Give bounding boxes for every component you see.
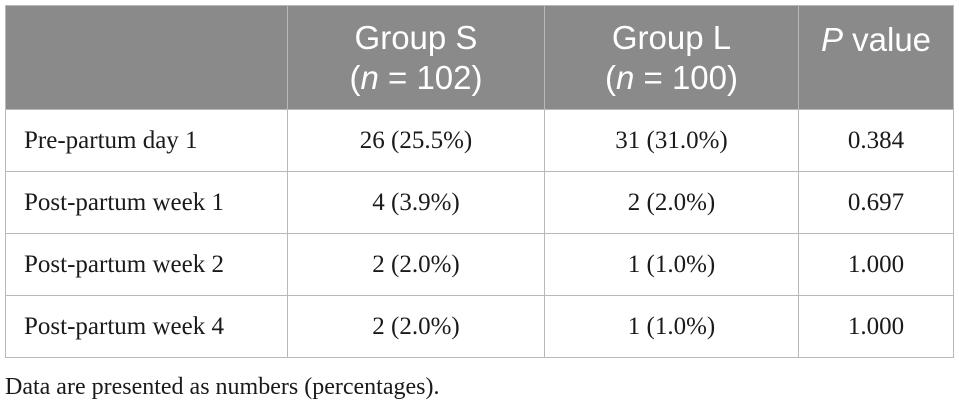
table-row: Pre-partum day 1 26 (25.5%) 31 (31.0%) 0… <box>5 109 954 172</box>
row-label: Pre-partum day 1 <box>5 109 288 172</box>
row-label: Post-partum week 1 <box>5 171 288 234</box>
header-group-l: Group L (n = 100) <box>544 5 799 110</box>
row-label: Post-partum week 4 <box>5 295 288 358</box>
header-group-s: Group S (n = 102) <box>287 5 545 110</box>
p-value: 0.384 <box>798 109 954 172</box>
group-s-value: 2 (2.0%) <box>287 295 545 358</box>
group-l-value: 31 (31.0%) <box>544 109 799 172</box>
group-l-value: 1 (1.0%) <box>544 233 799 296</box>
header-empty-cell <box>5 5 288 110</box>
row-label: Post-partum week 2 <box>5 233 288 296</box>
header-p-value: P value <box>798 5 954 110</box>
results-table: Group S (n = 102) Group L (n = 100) P va… <box>5 5 954 358</box>
group-s-n: (n = 102) <box>349 58 483 96</box>
group-s-value: 26 (25.5%) <box>287 109 545 172</box>
p-value-var: P <box>820 21 843 58</box>
table-header: Group S (n = 102) Group L (n = 100) P va… <box>5 5 954 110</box>
group-s-name: Group S <box>354 18 478 56</box>
p-value: 1.000 <box>798 295 954 358</box>
table-footnote: Data are presented as numbers (percentag… <box>5 374 440 400</box>
results-table-container: Group S (n = 102) Group L (n = 100) P va… <box>5 5 954 358</box>
group-l-value: 1 (1.0%) <box>544 295 799 358</box>
table-row: Post-partum week 2 2 (2.0%) 1 (1.0%) 1.0… <box>5 233 954 296</box>
group-l-value: 2 (2.0%) <box>544 171 799 234</box>
p-value: 0.697 <box>798 171 954 234</box>
p-value: 1.000 <box>798 233 954 296</box>
table-row: Post-partum week 4 2 (2.0%) 1 (1.0%) 1.0… <box>5 295 954 358</box>
group-s-value: 2 (2.0%) <box>287 233 545 296</box>
table-body: Pre-partum day 1 26 (25.5%) 31 (31.0%) 0… <box>5 109 954 358</box>
group-l-name: Group L <box>611 18 732 56</box>
group-s-value: 4 (3.9%) <box>287 171 545 234</box>
group-l-n: (n = 100) <box>604 58 739 96</box>
p-value-rest: value <box>842 21 932 58</box>
table-row: Post-partum week 1 4 (3.9%) 2 (2.0%) 0.6… <box>5 171 954 234</box>
header-row: Group S (n = 102) Group L (n = 100) P va… <box>5 5 954 110</box>
